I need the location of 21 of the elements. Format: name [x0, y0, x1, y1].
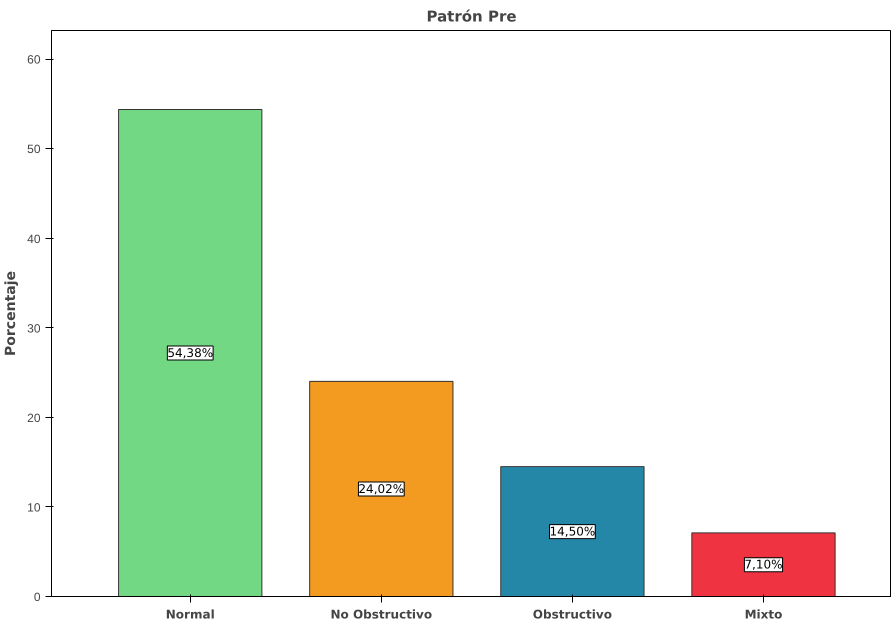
y-tick-label: 10 — [27, 500, 41, 514]
y-tick-label: 40 — [27, 232, 41, 246]
bar — [691, 532, 836, 596]
bar — [309, 380, 454, 596]
y-tick-label: 20 — [27, 410, 41, 425]
data-label: 7,10% — [744, 558, 783, 572]
y-tick-label: 50 — [27, 142, 41, 156]
x-tick-label: No Obstructivo — [330, 608, 432, 622]
y-tick-label: 0 — [34, 590, 41, 604]
data-label: 54,38% — [167, 346, 214, 360]
x-tick-label: Mixto — [744, 608, 782, 622]
y-tick-label: 30 — [27, 321, 41, 336]
bar — [118, 108, 262, 596]
x-tick-label: Obstructivo — [532, 608, 612, 622]
y-tick-label: 60 — [27, 52, 41, 67]
y-axis-title: Porcentaje — [3, 271, 20, 356]
data-label: 24,02% — [358, 482, 404, 496]
x-tick-label: Normal — [166, 608, 215, 622]
chart-title: Patrón Pre — [426, 8, 517, 26]
data-label: 14,50% — [550, 524, 596, 539]
bar — [500, 466, 645, 596]
